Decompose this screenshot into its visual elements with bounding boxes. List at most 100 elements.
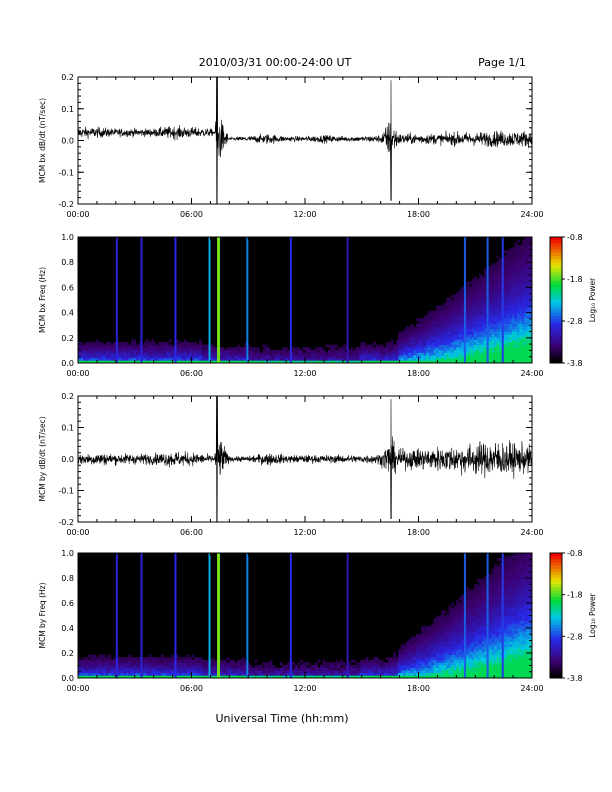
heatmap-cell — [400, 672, 404, 676]
heatmap-cell — [489, 654, 492, 658]
heatmap-cell — [188, 357, 192, 361]
heatmap-cell — [479, 273, 482, 277]
heatmap-cell — [509, 286, 513, 290]
y-tick-label: 0.0 — [61, 359, 74, 368]
heatmap-cell — [103, 662, 107, 666]
heatmap-cell — [413, 334, 417, 338]
heatmap-cell — [499, 305, 503, 309]
heatmap-cell — [113, 670, 117, 674]
heatmap-cell — [183, 657, 187, 661]
heatmap-cell — [468, 662, 472, 666]
heatmap-cell — [506, 289, 510, 293]
heatmap-cell — [428, 664, 432, 668]
heatmap-cell — [330, 675, 334, 679]
heatmap-cell — [241, 664, 245, 668]
heatmap-cell — [310, 675, 313, 679]
heatmap-cell — [453, 307, 457, 311]
heatmap-cell — [494, 620, 497, 624]
heatmap-cell — [473, 636, 477, 640]
heatmap-cell — [461, 675, 465, 679]
heatmap-cell — [383, 349, 387, 353]
heatmap-cell — [183, 670, 187, 674]
heatmap-cell — [433, 675, 437, 679]
heatmap-cell — [473, 586, 477, 590]
heatmap-cell — [491, 315, 495, 319]
heatmap-cell — [453, 675, 457, 679]
heatmap-cell — [413, 344, 417, 348]
heatmap-cell — [259, 360, 263, 364]
heatmap-cell — [489, 670, 492, 674]
heatmap-cell — [234, 675, 238, 679]
heatmap-cell — [448, 357, 452, 361]
colorbar-segment — [550, 359, 562, 364]
heatmap-cell — [183, 659, 187, 663]
heatmap-cell — [421, 347, 424, 351]
heatmap-cell — [479, 670, 482, 674]
heatmap-cell — [423, 352, 427, 356]
heatmap-cell — [466, 594, 470, 598]
heatmap-cell — [494, 263, 497, 267]
heatmap-cell — [340, 352, 344, 356]
heatmap-cell — [423, 641, 427, 645]
heatmap-cell — [481, 352, 485, 356]
heatmap-cell — [471, 597, 475, 601]
heatmap-cell — [196, 355, 200, 359]
heatmap-cell — [494, 610, 497, 614]
heatmap-cell — [504, 297, 508, 301]
heatmap-cell — [168, 357, 172, 361]
heatmap-cell — [491, 649, 495, 653]
heatmap-cell — [499, 594, 503, 598]
heatmap-cell — [158, 360, 162, 364]
heatmap-cell — [254, 659, 258, 663]
heatmap-cell — [504, 258, 508, 261]
heatmap-cell — [201, 357, 205, 361]
heatmap-cell — [443, 670, 447, 674]
heatmap-cell — [201, 664, 205, 668]
heatmap-cell — [312, 349, 316, 353]
heatmap-cell — [458, 344, 462, 348]
heatmap-cell — [476, 305, 480, 309]
heatmap-cell — [456, 631, 460, 635]
heatmap-cell — [481, 279, 485, 282]
heatmap-cell — [332, 355, 336, 359]
heatmap-cell — [436, 646, 439, 650]
heatmap-cell — [410, 664, 414, 668]
heatmap-cell — [443, 620, 447, 624]
heatmap-cell — [436, 672, 439, 676]
heatmap-cell — [529, 250, 533, 254]
heatmap-cell — [514, 334, 518, 338]
heatmap-cell — [431, 318, 434, 322]
heatmap-cell — [158, 664, 162, 668]
heatmap-cell — [479, 602, 482, 606]
heatmap-cell — [340, 659, 344, 663]
heatmap-cell — [471, 610, 475, 614]
heatmap-cell — [511, 255, 515, 259]
heatmap-cell — [299, 672, 303, 676]
heatmap-cell — [151, 342, 154, 345]
heatmap-cell — [350, 347, 354, 351]
heatmap-cell — [499, 662, 503, 666]
heatmap-cell — [514, 318, 518, 322]
heatmap-cell — [499, 597, 503, 601]
heatmap-cell — [511, 294, 515, 298]
heatmap-cell — [476, 654, 480, 658]
heatmap-cell — [529, 237, 533, 240]
heatmap-cell — [204, 360, 207, 364]
heatmap-cell — [108, 657, 112, 661]
heatmap-cell — [506, 286, 510, 290]
heatmap-cell — [105, 349, 109, 353]
heatmap-cell — [241, 672, 245, 676]
heatmap-cell — [103, 355, 107, 359]
heatmap-cell — [489, 610, 492, 614]
heatmap-cell — [347, 355, 351, 359]
heatmap-cell — [196, 675, 200, 679]
heatmap-cell — [484, 302, 487, 306]
heatmap-cell — [496, 271, 500, 275]
heatmap-cell — [410, 636, 414, 640]
heatmap-cell — [408, 357, 412, 361]
heatmap-cell — [241, 357, 245, 361]
heatmap-cell — [191, 357, 195, 361]
heatmap-cell — [448, 605, 452, 608]
heatmap-cell — [489, 599, 492, 603]
heatmap-cell — [448, 672, 452, 676]
